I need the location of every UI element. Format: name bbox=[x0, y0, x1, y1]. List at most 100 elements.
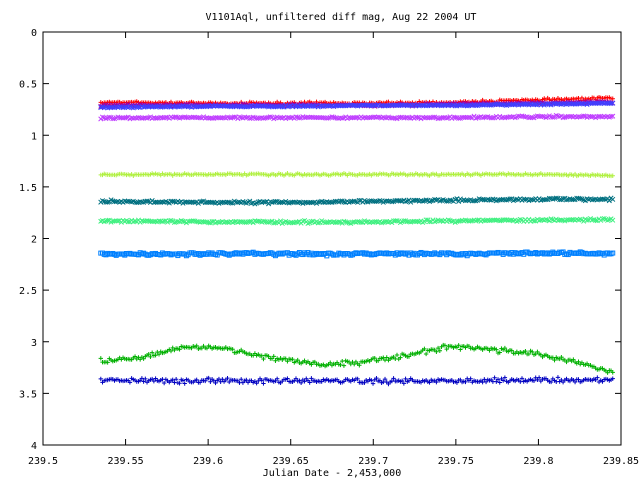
data-point bbox=[206, 220, 212, 226]
data-point bbox=[389, 199, 395, 205]
data-point bbox=[141, 356, 146, 361]
data-point bbox=[492, 375, 497, 380]
data-point bbox=[208, 379, 213, 384]
data-point bbox=[144, 115, 150, 121]
data-point bbox=[293, 376, 299, 381]
data-point bbox=[269, 199, 275, 206]
data-point bbox=[309, 376, 314, 381]
data-point bbox=[444, 346, 449, 352]
data-point bbox=[497, 380, 502, 385]
data-point bbox=[274, 376, 280, 382]
data-point bbox=[329, 199, 335, 206]
data-point bbox=[269, 356, 275, 361]
data-point bbox=[428, 198, 434, 204]
data-point bbox=[170, 198, 176, 204]
data-point bbox=[149, 350, 155, 355]
data-point bbox=[500, 378, 506, 383]
data-point bbox=[141, 379, 146, 384]
x-tick-label: 239.6 bbox=[193, 456, 223, 467]
data-point bbox=[328, 360, 333, 365]
data-point bbox=[526, 351, 532, 357]
data-point bbox=[558, 217, 564, 223]
data-point bbox=[244, 377, 249, 383]
data-point bbox=[420, 198, 426, 204]
data-point bbox=[302, 379, 307, 384]
data-point bbox=[220, 377, 225, 382]
data-point bbox=[298, 380, 304, 386]
data-point bbox=[423, 217, 429, 223]
data-point bbox=[406, 354, 412, 359]
data-point bbox=[437, 348, 443, 354]
series-8 bbox=[98, 342, 615, 375]
data-point bbox=[384, 355, 389, 360]
data-point bbox=[447, 197, 453, 203]
x-axis-label: Julian Date - 2,453,000 bbox=[263, 468, 401, 479]
data-point bbox=[238, 377, 244, 382]
data-point bbox=[552, 357, 557, 363]
data-point bbox=[563, 197, 570, 203]
data-point bbox=[519, 113, 525, 119]
data-point bbox=[285, 376, 290, 381]
data-point bbox=[245, 104, 251, 110]
data-point bbox=[495, 377, 501, 382]
data-point bbox=[497, 218, 503, 224]
data-point bbox=[278, 218, 284, 224]
data-point bbox=[357, 363, 362, 368]
data-point bbox=[231, 114, 237, 120]
data-point bbox=[339, 115, 345, 121]
data-point bbox=[490, 196, 496, 202]
data-point bbox=[548, 379, 554, 385]
axes: 239.5 239.55 239.6 239.65 239.7 239.75 239.8 23… bbox=[19, 28, 639, 467]
data-point bbox=[502, 375, 508, 380]
data-point bbox=[337, 198, 344, 204]
data-point bbox=[260, 218, 267, 224]
data-point bbox=[415, 114, 421, 120]
x-tick-label: 239.65 bbox=[273, 456, 309, 467]
data-point bbox=[271, 220, 277, 226]
data-point bbox=[434, 379, 439, 385]
data-point bbox=[610, 376, 615, 381]
series-7 bbox=[98, 249, 616, 259]
data-point bbox=[180, 378, 186, 383]
data-point bbox=[502, 345, 508, 351]
data-point bbox=[606, 198, 612, 204]
data-point bbox=[170, 377, 175, 383]
data-point bbox=[530, 349, 535, 355]
y-tick-label: 4 bbox=[31, 441, 37, 452]
data-point bbox=[423, 351, 429, 357]
data-point bbox=[296, 199, 302, 205]
data-point bbox=[143, 376, 148, 382]
data-point bbox=[444, 198, 450, 204]
data-point bbox=[433, 197, 439, 203]
data-point bbox=[203, 378, 208, 384]
data-point bbox=[610, 96, 615, 101]
data-point bbox=[401, 381, 407, 386]
data-point bbox=[105, 217, 111, 223]
data-point bbox=[593, 377, 598, 383]
y-tick-label: 2 bbox=[31, 235, 37, 246]
data-point bbox=[315, 220, 321, 226]
data-point bbox=[261, 381, 266, 386]
series-9 bbox=[98, 375, 615, 387]
data-point bbox=[105, 199, 111, 205]
data-point bbox=[462, 217, 469, 223]
data-point bbox=[444, 115, 450, 121]
y-tick-label: 3 bbox=[31, 338, 37, 349]
data-point bbox=[163, 114, 169, 120]
data-point bbox=[285, 359, 290, 364]
data-point bbox=[98, 356, 103, 361]
data-points bbox=[98, 94, 616, 387]
data-point bbox=[355, 376, 360, 382]
data-point bbox=[406, 378, 412, 384]
data-point bbox=[230, 347, 235, 352]
data-point bbox=[115, 218, 121, 224]
data-point bbox=[273, 358, 278, 364]
x-tick-label: 239.55 bbox=[108, 456, 144, 467]
data-point bbox=[173, 377, 179, 382]
data-point bbox=[398, 355, 403, 360]
data-point bbox=[427, 380, 432, 385]
data-point bbox=[610, 196, 616, 202]
data-point bbox=[247, 219, 253, 225]
data-point bbox=[213, 380, 218, 386]
data-point bbox=[423, 197, 429, 203]
